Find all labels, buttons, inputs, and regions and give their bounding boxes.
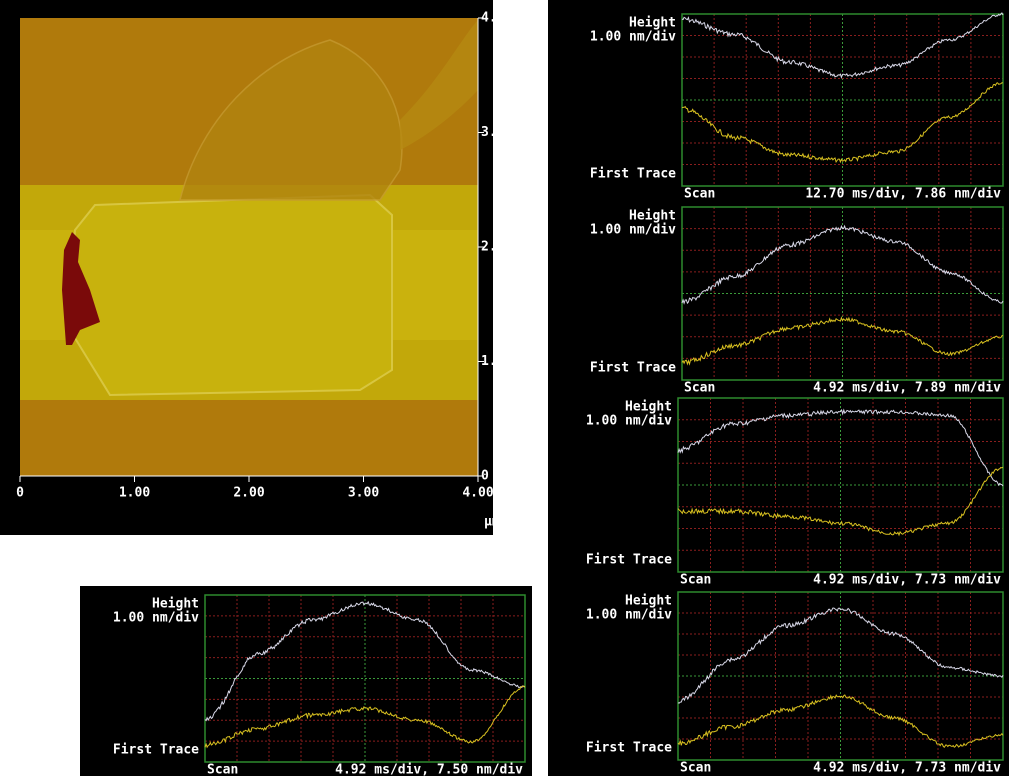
screen: 0 1.00 2.00 3.00 4.00 0 1.00 2.00 3.00 4.00 μm Heig…: [0, 0, 1009, 776]
panel-scan: Scan: [680, 573, 711, 588]
panel-trace: First Trace: [586, 741, 672, 756]
panel-trace: First Trace: [590, 167, 676, 182]
panel-trace: First Trace: [590, 361, 676, 376]
panel-label: Height: [625, 594, 672, 609]
panel-rate: 4.92 ms/div, 7.73 nm/div: [813, 761, 1001, 776]
panel-label: Height: [152, 597, 199, 612]
y-tick-label: 4.00: [481, 11, 512, 26]
x-tick-label: 3.00: [348, 486, 379, 501]
panel-rate: 4.92 ms/div, 7.50 nm/div: [335, 763, 523, 776]
panel-scale: 1.00 nm/div: [590, 223, 676, 238]
panel-scale: 1.00 nm/div: [586, 608, 672, 623]
panel-trace: First Trace: [586, 553, 672, 568]
x-tick-label: 4.00: [462, 486, 493, 501]
y-tick-label: 1.00: [481, 354, 512, 369]
x-tick-label: 2.00: [233, 486, 264, 501]
y-tick-label: 0: [481, 469, 489, 484]
afm-image: [20, 18, 478, 476]
panel-scale: 1.00 nm/div: [113, 611, 199, 626]
panel-rate: 12.70 ms/div, 7.86 nm/div: [805, 187, 1001, 202]
panel-scan: Scan: [684, 187, 715, 202]
panel-rate: 4.92 ms/div, 7.73 nm/div: [813, 573, 1001, 588]
y-tick-label: 2.00: [481, 240, 512, 255]
panel-label: Height: [625, 400, 672, 415]
panel-scale: 1.00 nm/div: [586, 414, 672, 429]
panel-label: Height: [629, 209, 676, 224]
panel-trace: First Trace: [113, 743, 199, 758]
x-tick-label: 1.00: [119, 486, 150, 501]
panel-label: Height: [629, 16, 676, 31]
y-tick-label: 3.00: [481, 125, 512, 140]
unit-label: μm: [484, 515, 500, 530]
panel-scan: Scan: [680, 761, 711, 776]
panel-scan: Scan: [207, 763, 238, 776]
panel-scan: Scan: [684, 381, 715, 396]
panel-rate: 4.92 ms/div, 7.89 nm/div: [813, 381, 1001, 396]
x-tick-label: 0: [16, 486, 24, 501]
panel-scale: 1.00 nm/div: [590, 30, 676, 45]
